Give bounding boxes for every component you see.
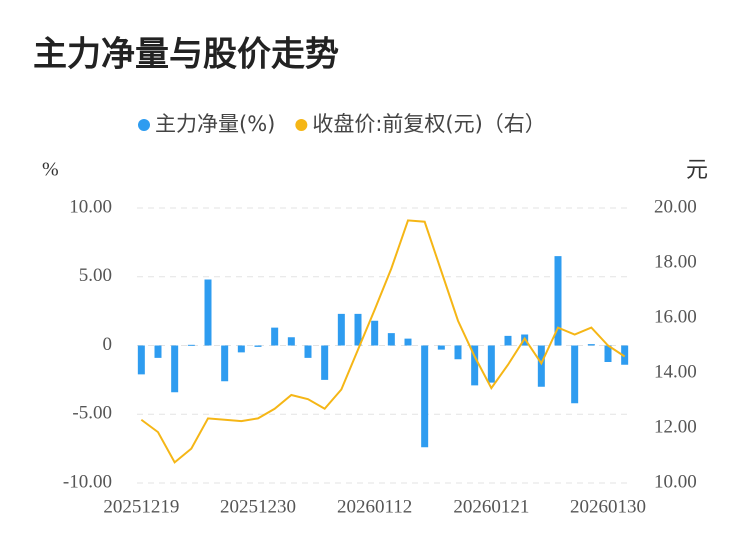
bar xyxy=(237,345,245,353)
x-tick-label: 20260112 xyxy=(337,496,412,517)
price-line xyxy=(140,219,626,464)
bar xyxy=(321,345,329,380)
bar xyxy=(587,344,595,346)
chart-title: 主力净量与股价走势 xyxy=(33,35,339,75)
bar xyxy=(337,313,345,346)
bar xyxy=(487,345,495,383)
bar xyxy=(187,344,195,346)
y-tick-label: 0 xyxy=(103,334,113,355)
y2-tick-label: 16.00 xyxy=(654,306,697,327)
bar xyxy=(171,345,179,393)
bar xyxy=(554,256,562,346)
bar xyxy=(371,320,379,346)
y-tick-label: 5.00 xyxy=(79,265,112,286)
bar xyxy=(271,327,279,346)
legend-marker xyxy=(138,119,150,131)
x-tick-label: 20251219 xyxy=(103,496,179,517)
x-tick-label: 20260121 xyxy=(453,496,529,517)
y2-unit: 元 xyxy=(686,158,708,183)
bar xyxy=(137,345,145,375)
bar xyxy=(604,345,612,362)
y-tick-label: 10.00 xyxy=(69,196,112,217)
x-tick-label: 20260130 xyxy=(570,496,646,517)
bar xyxy=(454,345,462,360)
y-unit: % xyxy=(42,159,59,181)
legend-label: 收盘价:前复权(元)（右） xyxy=(312,112,545,136)
bar xyxy=(421,345,429,448)
bar xyxy=(471,345,479,386)
bar xyxy=(204,279,212,346)
bar xyxy=(154,345,162,358)
bar xyxy=(621,345,629,365)
y2-tick-label: 18.00 xyxy=(654,251,697,272)
y2-tick-label: 10.00 xyxy=(654,471,697,492)
bar xyxy=(287,337,295,346)
bar xyxy=(304,345,312,358)
bar xyxy=(387,333,395,346)
y2-tick-label: 12.00 xyxy=(654,416,697,437)
bar xyxy=(221,345,229,382)
legend-marker xyxy=(295,119,308,131)
y-tick-label: -10.00 xyxy=(63,471,112,492)
bar xyxy=(437,345,445,350)
y-tick-label: -5.00 xyxy=(72,403,112,424)
x-tick-label: 20251230 xyxy=(220,496,296,517)
bar xyxy=(354,313,362,346)
bar xyxy=(404,338,412,346)
bar xyxy=(537,345,545,387)
y2-tick-label: 14.00 xyxy=(654,361,697,382)
legend-label: 主力净量(%) xyxy=(155,112,275,136)
bar xyxy=(504,335,512,346)
bar xyxy=(571,345,579,404)
y2-tick-label: 20.00 xyxy=(654,196,697,217)
bar xyxy=(254,345,262,347)
